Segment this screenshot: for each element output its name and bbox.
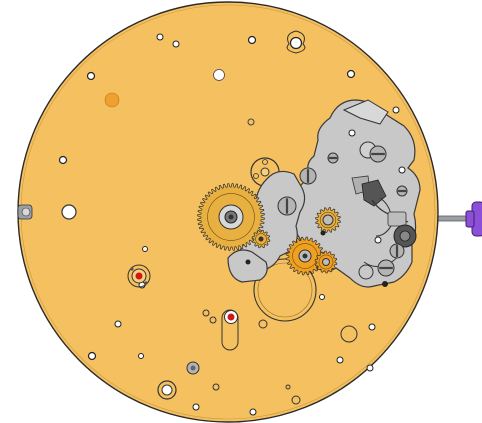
screws [277, 145, 408, 277]
bridge-hole [382, 281, 388, 287]
screw-slot [285, 198, 289, 214]
bridge-hole [348, 129, 356, 137]
crown-neck [465, 210, 475, 228]
gear-inner-ring [319, 211, 337, 229]
hole [346, 69, 356, 79]
hole [392, 106, 400, 114]
hole [156, 33, 164, 41]
hole [247, 118, 255, 126]
hole [114, 320, 122, 328]
keyless-bridge [227, 99, 421, 288]
hole [86, 71, 96, 81]
screw-slot [328, 156, 338, 160]
barrel-outline [253, 258, 317, 322]
screw-slot [397, 189, 407, 193]
bridge-hole [398, 166, 406, 174]
screw-ring [157, 380, 177, 400]
bridge-hole [320, 230, 326, 236]
chaton-screw [130, 267, 134, 271]
hole [172, 40, 180, 48]
bridge-details [245, 99, 417, 287]
gear-inner-ring [207, 193, 255, 241]
hole [202, 309, 210, 317]
screw-slot [190, 365, 196, 371]
screw [369, 145, 387, 163]
minute-pinion-hub [322, 258, 330, 266]
third-wheel-pivot [228, 214, 234, 220]
ratchet-wheel-center [399, 230, 411, 242]
chaton-screw [144, 281, 148, 285]
top-pillar-hole [289, 36, 303, 50]
top-pillar-outline [286, 30, 306, 54]
bottom-screw-a [186, 361, 200, 375]
hole [368, 323, 376, 331]
escape-pinion-hub [322, 214, 334, 226]
hole [340, 325, 358, 343]
screw-slot [379, 266, 393, 270]
setting-lever [361, 179, 387, 207]
hole [213, 69, 225, 81]
screw-slot [371, 152, 385, 156]
hole [319, 294, 325, 300]
hole [258, 319, 268, 329]
barrel-outline-inner [257, 262, 313, 318]
lower-train-bridge [227, 249, 268, 283]
hole [336, 356, 344, 364]
hole [212, 383, 220, 391]
hole [58, 155, 68, 165]
screw [277, 196, 297, 216]
bridge-arm [342, 99, 389, 125]
screw [389, 243, 405, 259]
screw [396, 185, 408, 197]
center-pinion-pivot [258, 236, 264, 242]
bottom-screw-b [157, 380, 177, 400]
chaton-outer [127, 264, 151, 288]
hole [247, 35, 257, 45]
screw-hole [161, 384, 173, 396]
jewel [135, 272, 143, 280]
hole [61, 204, 77, 220]
gear-hubs [218, 204, 334, 266]
hole [142, 246, 148, 252]
top-pillar [286, 30, 306, 54]
sliding-pinion [387, 211, 407, 227]
screw-slot [395, 245, 399, 257]
setting-pin [17, 204, 33, 220]
left-jewel-chaton [127, 264, 151, 288]
screw [327, 152, 339, 164]
spoked-wheel-hole [262, 159, 268, 165]
jewel [227, 313, 235, 321]
bridge-hole [374, 236, 382, 244]
setting-pin-head [21, 207, 31, 217]
hole [192, 403, 200, 411]
hole [366, 364, 374, 372]
spring-stud [358, 264, 374, 280]
hole [209, 316, 217, 324]
spoked-wheel-hub [260, 167, 270, 177]
screw-slot [306, 169, 310, 183]
screw [377, 259, 395, 277]
hole [87, 351, 97, 361]
screw [299, 167, 317, 185]
gear-inner-ring [255, 233, 267, 245]
hole [285, 384, 291, 390]
orange-marker [104, 92, 120, 108]
pillar-holes [58, 33, 400, 416]
hole [138, 353, 144, 359]
hole [249, 408, 257, 416]
slot-jewel-assembly [221, 309, 239, 351]
slot [221, 309, 239, 351]
fourth-wheel-pivot [302, 253, 308, 259]
spoked-wheel-hole [253, 173, 259, 179]
gear-inner-ring [318, 254, 334, 270]
hole [291, 395, 301, 405]
bridge-hole [245, 259, 251, 265]
